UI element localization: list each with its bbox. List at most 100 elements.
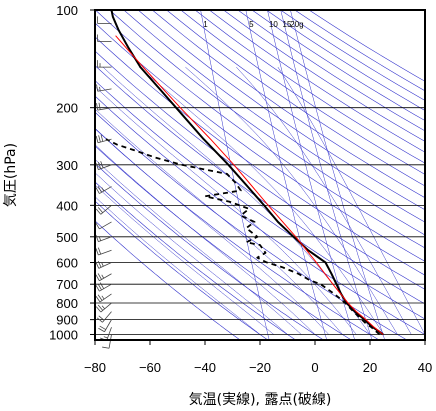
profile-series bbox=[105, 10, 384, 336]
y-tick-label: 300 bbox=[56, 158, 78, 173]
wind-barb-flag bbox=[98, 315, 105, 321]
dry-adiabat-line bbox=[251, 10, 425, 121]
wind-barb-staff bbox=[98, 262, 112, 269]
temperature-line bbox=[110, 10, 384, 336]
wind-barb-flag bbox=[95, 162, 99, 170]
wind-barb-flag bbox=[98, 102, 101, 110]
wind-barb-flag bbox=[98, 327, 105, 333]
moist-adiabat-line bbox=[95, 108, 343, 335]
dewpoint-line bbox=[105, 138, 381, 336]
wind-barb-flag bbox=[98, 135, 101, 143]
y-tick-label: 800 bbox=[56, 296, 78, 311]
mixing-ratio-lines bbox=[200, 10, 386, 340]
wind-barb-staff bbox=[98, 249, 112, 256]
dry-adiabat-line bbox=[280, 10, 425, 101]
mixing-ratio-label: 15 bbox=[283, 20, 292, 29]
wind-barb-staff bbox=[99, 283, 112, 292]
dry-adiabat-line bbox=[95, 220, 241, 340]
wind-barb-flag bbox=[97, 186, 102, 193]
wind-barb-flag bbox=[96, 317, 103, 323]
wind-barb-staff bbox=[98, 164, 112, 170]
wind-barb-flag bbox=[95, 208, 102, 215]
wind-barb-flag bbox=[99, 325, 106, 330]
dry-adiabat-line bbox=[95, 10, 425, 249]
wind-barb-flag bbox=[101, 274, 105, 279]
moist-adiabat-line bbox=[95, 144, 316, 335]
dry-adiabat-line bbox=[95, 65, 425, 305]
wind-barb-flag bbox=[95, 234, 99, 242]
mixing-ratio-label: 20g bbox=[290, 20, 303, 29]
dry-adiabat-line bbox=[95, 50, 425, 290]
wind-barb-flag bbox=[97, 294, 103, 301]
mixing-ratio-line bbox=[245, 10, 328, 340]
wind-barbs bbox=[95, 16, 112, 349]
wind-barb-flag bbox=[101, 187, 105, 192]
wind-barb-flag bbox=[101, 305, 105, 310]
wind-barb-flag bbox=[95, 274, 100, 281]
wind-barb-flag bbox=[95, 135, 99, 143]
dry-adiabat-line bbox=[109, 10, 425, 236]
wind-barb-flag bbox=[95, 296, 101, 303]
dry-adiabat-line bbox=[95, 80, 425, 320]
wind-barb-flag bbox=[99, 282, 105, 289]
y-tick-label: 600 bbox=[56, 255, 78, 270]
x-tick-label: 40 bbox=[418, 360, 432, 375]
dry-adiabat-line bbox=[194, 10, 425, 164]
dry-adiabat-line bbox=[95, 145, 352, 340]
y-axis-title: 気圧(hPa) bbox=[3, 143, 19, 207]
moist-adiabat-line bbox=[236, 66, 412, 335]
moist-adiabat-line bbox=[95, 172, 288, 335]
dry-adiabat-line bbox=[209, 10, 425, 153]
wind-barb-staff bbox=[99, 221, 112, 230]
wind-barb-staff bbox=[100, 205, 112, 215]
dry-adiabat-lines bbox=[95, 10, 425, 340]
wind-barb-staff bbox=[99, 273, 112, 282]
mixing-ratio-label: 5 bbox=[249, 20, 254, 29]
wind-barb-flag bbox=[95, 187, 100, 194]
wind-barb-flag bbox=[95, 306, 102, 313]
wind-barb-flag bbox=[95, 222, 100, 230]
dry-adiabat-line bbox=[95, 163, 324, 340]
wind-barb-flag bbox=[97, 162, 102, 169]
wind-barb-flag bbox=[99, 86, 101, 91]
mixing-ratio-label: 10 bbox=[269, 20, 278, 29]
y-tick-label: 200 bbox=[56, 101, 78, 116]
wind-barb-flag bbox=[100, 134, 104, 142]
wind-barb-staff bbox=[108, 334, 112, 349]
wind-barb-flag bbox=[97, 283, 102, 291]
wind-barb-flag bbox=[95, 284, 100, 292]
mixing-ratio-line bbox=[280, 10, 373, 340]
moist-adiabat-line bbox=[277, 66, 425, 335]
dry-adiabat-line bbox=[294, 10, 425, 92]
wind-barb-flag bbox=[102, 346, 110, 349]
wind-barb-flag bbox=[96, 84, 99, 92]
wind-barb-flag bbox=[101, 262, 104, 267]
dry-adiabat-line bbox=[95, 36, 425, 276]
moist-adiabat-line bbox=[185, 66, 398, 335]
wind-barb-flag bbox=[97, 273, 102, 280]
x-tick-label: 0 bbox=[311, 360, 318, 375]
wind-barb-flag bbox=[95, 261, 100, 269]
dry-adiabat-line bbox=[95, 95, 425, 335]
x-tick-label: −60 bbox=[139, 360, 161, 375]
dry-adiabat-line bbox=[152, 10, 425, 199]
parcel-line bbox=[115, 35, 384, 335]
y-tick-label: 100 bbox=[56, 3, 78, 18]
wind-barb-flag bbox=[100, 161, 104, 169]
wind-barb-flag bbox=[95, 248, 99, 256]
wind-barb-flag bbox=[97, 207, 104, 213]
x-axis-title: 気温(実線), 露点(破線) bbox=[189, 392, 332, 408]
wind-barb-flag bbox=[97, 247, 102, 255]
x-tick-label: −20 bbox=[249, 360, 271, 375]
wind-barb-flag bbox=[98, 236, 102, 241]
moist-adiabat-line bbox=[95, 196, 261, 335]
wind-barb-flag bbox=[101, 295, 105, 300]
dry-adiabat-line bbox=[95, 128, 380, 340]
x-tick-label: −40 bbox=[194, 360, 216, 375]
wind-barb-flag bbox=[97, 260, 102, 268]
wind-barb-staff bbox=[99, 293, 112, 303]
mixing-ratio-line bbox=[290, 10, 386, 340]
